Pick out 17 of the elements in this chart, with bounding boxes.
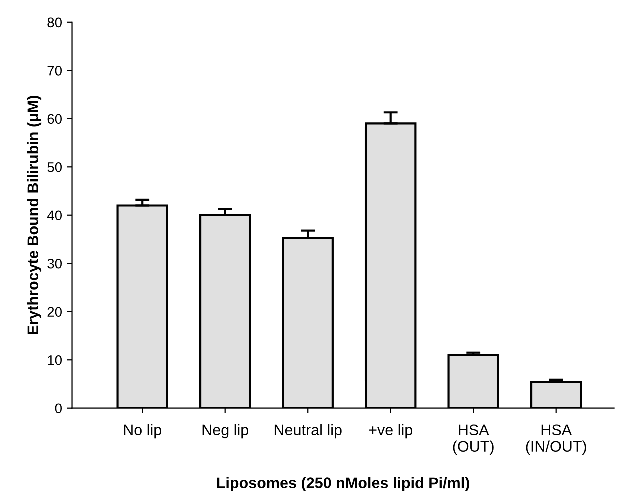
y-tick-label: 0: [55, 404, 62, 414]
x-axis-title: Liposomes (250 nMoles lipid Pi/ml): [217, 477, 470, 492]
x-tick-label: HSA (IN/OUT): [526, 424, 586, 456]
y-axis-title: Erythrocyte Bound Bilirubin (μM): [27, 96, 42, 334]
x-tick-label: Neutral lip: [274, 424, 342, 439]
y-tick-label: 80: [48, 18, 62, 28]
y-tick-label: 50: [48, 162, 62, 172]
y-tick-label: 70: [48, 66, 62, 76]
x-tick-label: No lip: [124, 424, 162, 439]
x-tick-label: +ve lip: [369, 424, 413, 439]
y-tick-label: 60: [48, 114, 62, 124]
y-tick-label: 20: [48, 307, 62, 318]
x-tick-label: HSA (OUT): [453, 424, 494, 456]
x-tick-label: Neg lip: [202, 424, 248, 439]
y-tick-label: 10: [48, 355, 62, 366]
y-tick-label: 30: [48, 258, 62, 269]
y-tick-label: 40: [47, 210, 62, 221]
